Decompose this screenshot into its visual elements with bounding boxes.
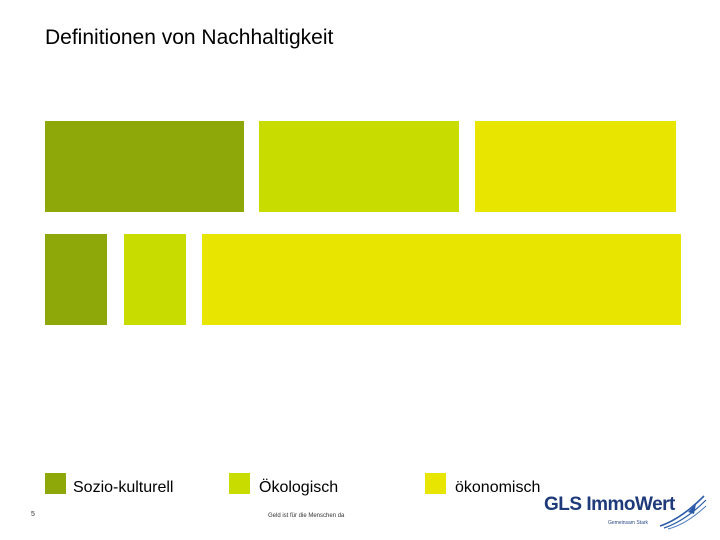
logo-wordmark: GLS ImmoWert (544, 494, 675, 515)
legend-label-oekologisch: Ökologisch (259, 479, 339, 496)
slide-title: Definitionen von Nachhaltigkeit (45, 26, 334, 49)
footer-tagline: Geld ist für die Menschen da (268, 513, 345, 519)
legend-swatch-oekologisch (229, 473, 250, 494)
gls-immowert-logo: GLS ImmoWert Gemeinsam Stark (540, 492, 710, 532)
legend-swatch-sozio-kulturell (45, 473, 66, 494)
block-top-oekologisch (259, 121, 459, 212)
block-row2-sozio-kulturell (45, 234, 107, 325)
block-row2-oekonomisch (202, 234, 681, 325)
legend-label-oekonomisch: ökonomisch (455, 479, 541, 496)
logo-swoosh-icon (659, 495, 707, 530)
block-top-sozio-kulturell (45, 121, 244, 212)
block-row2-oekologisch (124, 234, 186, 325)
page-number: 5 (31, 511, 35, 518)
legend-label-sozio-kulturell: Sozio-kulturell (73, 479, 174, 496)
block-top-oekonomisch (475, 121, 676, 212)
legend-swatch-oekonomisch (425, 473, 446, 494)
logo-subtitle: Gemeinsam Stark (608, 520, 649, 526)
